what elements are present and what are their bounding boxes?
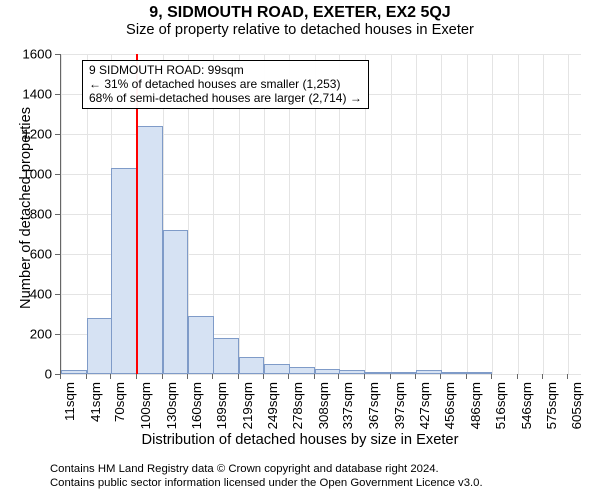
y-tickmark [55,334,60,335]
x-tick-label: 605sqm [569,382,584,432]
x-tick-label: 546sqm [519,382,534,432]
y-tickmark [55,294,60,295]
x-tickmark [136,374,137,379]
x-tickmark [110,374,111,379]
gridline-v [568,54,569,374]
gridline-v [391,54,392,374]
chart-subtitle: Size of property relative to detached ho… [0,22,600,38]
gridline-v [416,54,417,374]
x-tickmark [491,374,492,379]
x-tickmark [542,374,543,379]
y-tickmark [55,94,60,95]
x-tick-label: 397sqm [392,382,407,432]
x-tickmark [288,374,289,379]
y-tickmark [55,174,60,175]
x-tick-label: 427sqm [417,382,432,432]
x-tick-label: 100sqm [138,382,153,432]
x-tickmark [338,374,339,379]
x-tickmark [263,374,264,379]
y-tickmark [55,214,60,215]
gridline-v [441,54,442,374]
histogram-bar [289,367,315,374]
y-tick-label: 0 [22,367,52,382]
y-tick-label: 400 [22,287,52,302]
x-tickmark [517,374,518,379]
x-tick-label: 160sqm [189,382,204,432]
x-tickmark [212,374,213,379]
footer-line: Contains HM Land Registry data © Crown c… [50,463,439,475]
x-tickmark [314,374,315,379]
x-tickmark [440,374,441,379]
x-tick-label: 41sqm [88,382,103,432]
x-tick-label: 486sqm [468,382,483,432]
y-tickmark [55,254,60,255]
histogram-bar [87,318,113,374]
histogram-bar [441,372,467,374]
chart-title: 9, SIDMOUTH ROAD, EXETER, EX2 5QJ [0,4,600,22]
histogram-bar [163,230,189,374]
x-tickmark [466,374,467,379]
gridline-v [518,54,519,374]
x-tickmark [567,374,568,379]
x-tick-label: 367sqm [366,382,381,432]
x-tick-label: 130sqm [164,382,179,432]
histogram-bar [365,372,391,374]
y-tick-label: 1200 [22,127,52,142]
y-tick-label: 1000 [22,167,52,182]
gridline-v [543,54,544,374]
y-tickmark [55,134,60,135]
x-tickmark [238,374,239,379]
histogram-bar [416,370,442,374]
gridline-h [61,374,581,375]
histogram-bar [315,369,341,374]
y-tick-label: 200 [22,327,52,342]
x-tickmark [390,374,391,379]
x-tick-label: 278sqm [290,382,305,432]
x-tickmark [415,374,416,379]
annotation-line: ← 31% of detached houses are smaller (1,… [89,77,362,91]
x-tickmark [187,374,188,379]
histogram-bar [391,372,417,374]
x-tickmark [86,374,87,379]
x-tick-label: 219sqm [240,382,255,432]
annotation-box: 9 SIDMOUTH ROAD: 99sqm ← 31% of detached… [82,60,369,109]
x-tickmark [162,374,163,379]
histogram-bar [188,316,214,374]
y-tick-label: 1600 [22,47,52,62]
histogram-bar [339,370,365,374]
x-tick-label: 249sqm [265,382,280,432]
footer-line: Contains public sector information licen… [50,477,483,489]
annotation-line: 68% of semi-detached houses are larger (… [89,91,362,105]
x-tick-label: 575sqm [544,382,559,432]
gridline-v [61,54,62,374]
x-tickmark [60,374,61,379]
gridline-h [61,54,581,55]
histogram-bar [467,372,493,374]
gridline-v [467,54,468,374]
histogram-bar [213,338,239,374]
y-tick-label: 600 [22,247,52,262]
y-tick-label: 800 [22,207,52,222]
x-tick-label: 456sqm [442,382,457,432]
histogram-bar [137,126,163,374]
histogram-bar [61,370,87,374]
x-tick-label: 516sqm [493,382,508,432]
x-tick-label: 337sqm [340,382,355,432]
x-tick-label: 308sqm [316,382,331,432]
x-tick-label: 11sqm [62,382,77,432]
annotation-line: 9 SIDMOUTH ROAD: 99sqm [89,63,362,77]
histogram-bar [111,168,137,374]
histogram-bar [239,357,265,374]
gridline-v [492,54,493,374]
x-tick-label: 70sqm [112,382,127,432]
x-axis-label: Distribution of detached houses by size … [0,432,600,448]
x-tickmark [364,374,365,379]
y-tick-label: 1400 [22,87,52,102]
chart-root: 9, SIDMOUTH ROAD, EXETER, EX2 5QJ Size o… [0,0,600,500]
y-tickmark [55,54,60,55]
histogram-bar [264,364,290,374]
x-tick-label: 189sqm [214,382,229,432]
